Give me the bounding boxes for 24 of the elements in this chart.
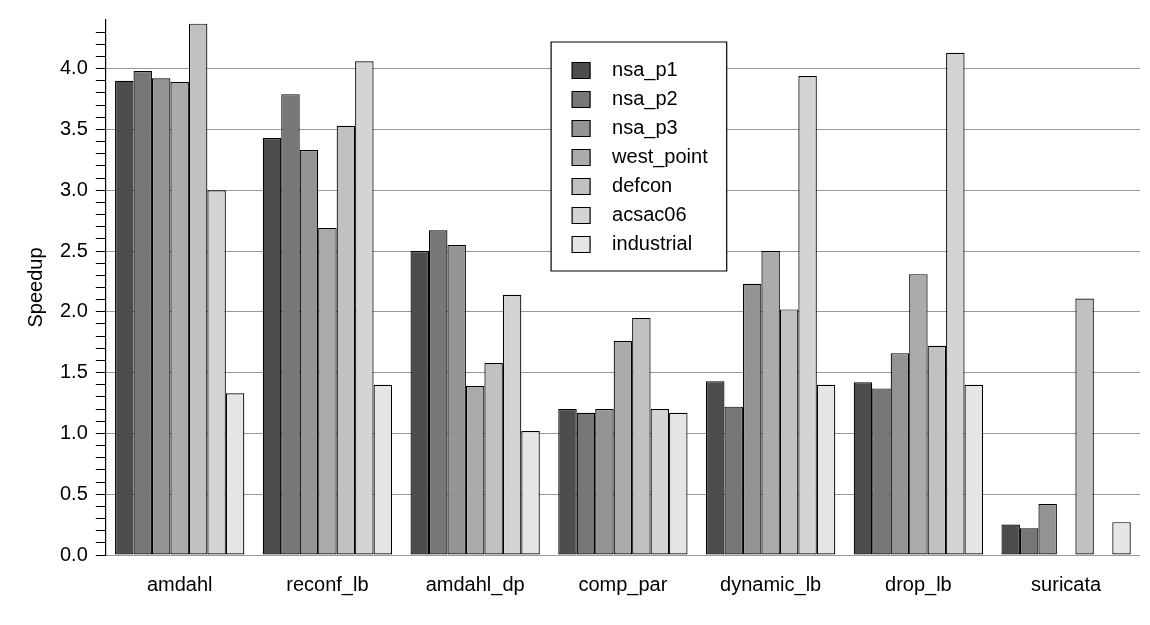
y-tick-label: 3.5 xyxy=(59,116,88,139)
y-tick-label: 0.0 xyxy=(59,542,88,565)
legend-label: industrial xyxy=(612,232,693,255)
x-tick-label: reconf_lb xyxy=(286,572,369,596)
x-tick-label: suricata xyxy=(1031,572,1103,595)
legend-label: nsa_p2 xyxy=(612,87,678,111)
x-tick-label: amdahl xyxy=(146,572,213,595)
legend-label: acsac06 xyxy=(612,203,687,226)
legend-label: west_point xyxy=(611,145,709,169)
y-tick-label: 2.5 xyxy=(59,238,88,261)
y-tick-label: 2.0 xyxy=(59,299,88,322)
legend-label: nsa_p3 xyxy=(612,116,678,140)
y-axis-title: Speedup xyxy=(23,247,46,328)
x-tick-label: drop_lb xyxy=(885,572,952,596)
y-tick-label: 1.0 xyxy=(59,420,88,443)
legend-label: nsa_p1 xyxy=(612,58,678,82)
x-tick-label: amdahl_dp xyxy=(425,572,525,596)
y-tick-label: 3.0 xyxy=(59,177,88,200)
x-tick-label: comp_par xyxy=(578,572,668,596)
x-tick-label: dynamic_lb xyxy=(720,572,822,596)
legend-label: defcon xyxy=(612,174,673,197)
y-tick-label: 1.5 xyxy=(59,360,88,383)
y-tick-label: 0.5 xyxy=(59,481,88,504)
y-tick-label: 4.0 xyxy=(59,56,88,79)
